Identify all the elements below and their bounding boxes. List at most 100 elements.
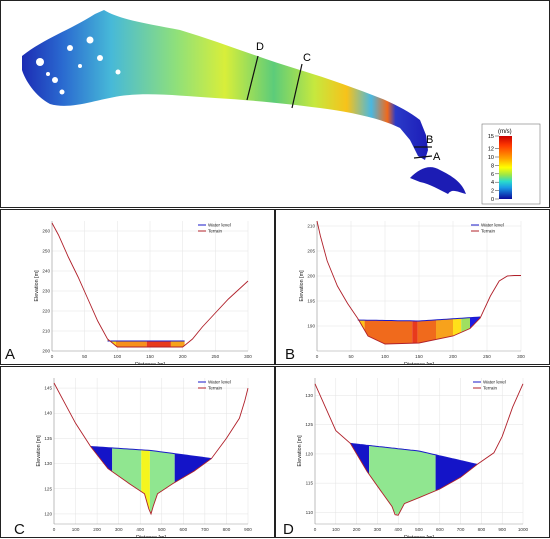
velocity-band [146,341,171,347]
y-tick-label: 125 [44,486,52,491]
x-axis-label: Distance [m] [136,535,166,538]
legend-label: Terrain [208,386,222,391]
y-tick-label: 115 [306,481,314,486]
legend-label: Water level [483,380,506,385]
x-tick-label: 100 [72,527,80,532]
grid [314,378,524,524]
y-tick-label: 120 [44,511,52,516]
x-axis-label: Distance [m] [404,535,434,538]
colorbar-tick-label: 12 [488,147,494,153]
x-tick-label: 200 [179,354,187,359]
section-label-b: B [426,134,433,146]
velocity-band [364,320,413,344]
y-tick-label: 205 [307,249,315,254]
x-tick-label: 400 [136,527,144,532]
section-label-d: D [256,41,264,53]
legend-label: Water level [208,223,231,228]
x-tick-label: 500 [158,527,166,532]
colorbar-tick-label: 2 [491,189,494,195]
velocity-band [112,447,142,492]
panel-letter: B [285,346,295,363]
y-tick-label: 240 [42,269,50,274]
velocity-band [174,453,212,483]
y-axis-label: Elevation [m] [36,435,42,467]
panel-letter: A [5,346,15,363]
y-tick-label: 130 [305,393,313,398]
x-tick-label: 100 [113,354,121,359]
x-tick-label: 600 [436,527,444,532]
x-tick-label: 300 [115,527,123,532]
x-tick-label: 0 [314,527,317,532]
legend-label: Terrain [481,229,495,234]
x-tick-label: 0 [53,527,56,532]
x-tick-label: 100 [332,527,340,532]
velocity-band [170,341,185,347]
y-tick-label: 110 [306,510,314,515]
y-axis-label: Elevation [m] [299,270,305,302]
velocity-band [412,320,418,344]
y-tick-label: 135 [44,436,52,441]
water-level-line [357,316,481,322]
x-tick-label: 900 [244,527,252,532]
x-tick-label: 800 [223,527,231,532]
section-label-c: C [303,52,311,64]
y-tick-label: 250 [42,249,50,254]
x-tick-label: 0 [51,354,54,359]
x-tick-label: 250 [211,354,219,359]
y-tick-label: 195 [307,299,315,304]
y-tick-label: 190 [307,324,315,329]
y-tick-label: 220 [42,309,50,314]
colorbar: (m/s) 15 12 10 8 6 4 2 0 [481,123,541,205]
section-label-a: A [433,151,441,163]
terrain-line [314,383,524,516]
x-tick-label: 800 [478,527,486,532]
velocity-band [453,318,462,336]
y-tick-label: 130 [44,461,52,466]
y-tick-label: 125 [305,422,313,427]
colorbar-tick-label: 4 [491,180,494,186]
legend-label: Terrain [208,229,222,234]
x-tick-label: 1000 [518,527,529,532]
terrain-line [51,222,249,348]
x-axis-label: Distance [m] [404,362,434,365]
y-tick-label: 200 [307,274,315,279]
section-line-a [413,155,433,159]
colorbar-unit: (m/s) [498,129,512,135]
velocity-map: D C B A (m/s) 15 12 10 8 6 4 2 0 [0,0,550,208]
x-tick-label: 300 [374,527,382,532]
y-axis-label: Elevation [m] [297,435,303,467]
velocity-bands [357,317,481,344]
velocity-band [369,445,436,515]
legend-label: Terrain [483,386,497,391]
water-level-line [350,442,478,465]
velocity-bands [107,339,185,347]
colorbar-tick-label: 10 [488,155,494,161]
x-tick-label: 50 [82,354,88,359]
cross-section-c: 0 100 200 300 400 500 600 700 800 900 120 125 130 135… [0,366,275,538]
x-tick-label: 150 [415,354,423,359]
y-tick-label: 140 [44,411,52,416]
y-tick-label: 210 [42,329,50,334]
x-tick-label: 0 [316,354,319,359]
cross-section-b: 0 50 100 150 200 250 300 190 195 200 205 210 Distanc… [275,209,550,365]
x-tick-label: 200 [353,527,361,532]
y-tick-label: 210 [307,224,315,229]
legend-label: Water level [208,380,231,385]
river-body [22,10,428,160]
x-tick-label: 200 [93,527,101,532]
y-tick-label: 120 [305,451,313,456]
velocity-band [436,318,453,340]
velocity-band [461,317,470,333]
terrain-line [53,382,249,516]
x-tick-label: 50 [348,354,354,359]
x-tick-label: 250 [483,354,491,359]
x-tick-label: 300 [517,354,525,359]
downstream-lake [410,167,466,194]
x-tick-label: 150 [146,354,154,359]
section-line-c [291,63,303,109]
colorbar-tick-label: 8 [491,163,494,169]
